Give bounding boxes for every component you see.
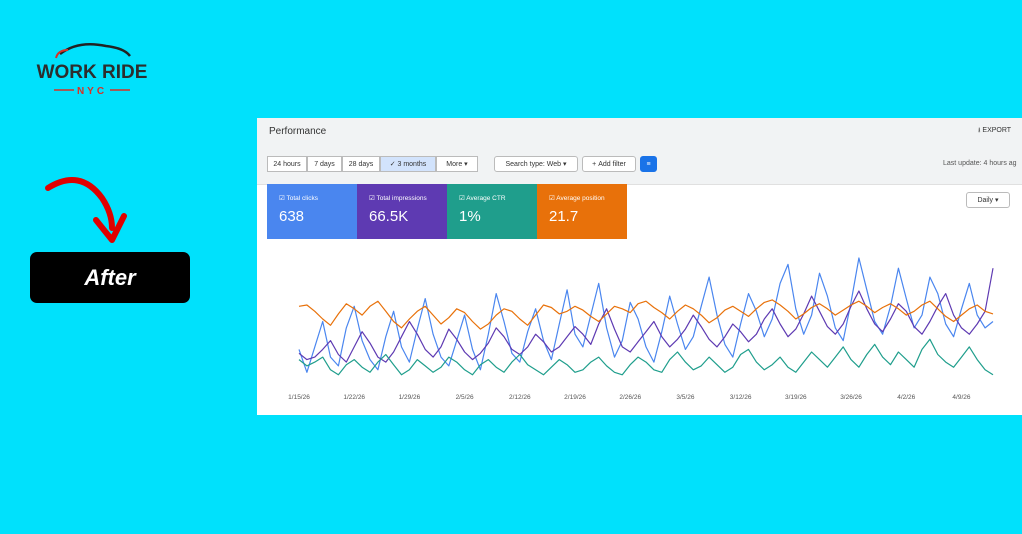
series-line bbox=[298, 299, 994, 330]
metric-card[interactable]: ☑ Total impressions 66.5K bbox=[357, 184, 447, 239]
x-tick-label: 4/9/26 bbox=[952, 394, 970, 401]
x-tick-label: 2/26/26 bbox=[619, 394, 641, 401]
arrow bbox=[45, 177, 127, 243]
granularity-button[interactable]: Daily ▾ bbox=[966, 192, 1010, 208]
x-tick-label: 3/26/26 bbox=[840, 394, 862, 401]
search-type-button[interactable]: Search type: Web ▾ bbox=[494, 156, 578, 172]
range-button[interactable]: 28 days bbox=[342, 156, 380, 172]
metric-card[interactable]: ☑ Average position 21.7 bbox=[537, 184, 627, 239]
logo-brand: WORK RIDE bbox=[37, 62, 148, 83]
panel bbox=[257, 118, 1022, 415]
search-type-label: Search type: Web bbox=[505, 160, 562, 168]
range-label: 3 months bbox=[397, 160, 427, 168]
arrow-head bbox=[93, 213, 127, 243]
panel-header bbox=[257, 118, 1022, 185]
logo-car bbox=[59, 43, 131, 57]
series-line bbox=[298, 338, 994, 376]
add-filter-label: Add filter bbox=[598, 160, 626, 168]
granularity-label: Daily bbox=[977, 196, 994, 204]
metric-card[interactable]: ☑ Total clicks 638 bbox=[267, 184, 357, 239]
panel-title: Performance bbox=[269, 126, 327, 137]
last-update: Last update: 4 hours ag bbox=[943, 160, 1017, 167]
metric-label: ☑ Total impressions bbox=[369, 195, 427, 202]
range-button[interactable]: More ▾ bbox=[436, 156, 478, 172]
x-tick-label: 1/29/26 bbox=[399, 394, 421, 401]
metric-value: 21.7 bbox=[549, 208, 579, 225]
range-label: More bbox=[446, 160, 463, 168]
series-line bbox=[298, 268, 994, 363]
metric-card[interactable]: ☑ Average CTR 1% bbox=[447, 184, 537, 239]
after-badge: After bbox=[30, 252, 190, 303]
logo: WORK RIDE NYC bbox=[37, 43, 148, 97]
x-tick-label: 2/5/26 bbox=[456, 394, 474, 401]
metric-value: 1% bbox=[459, 208, 481, 225]
metric-label: ☑ Total clicks bbox=[279, 195, 318, 202]
filter-icon-button[interactable]: ≡ bbox=[640, 156, 657, 172]
export-button[interactable]: ⭳ EXPORT bbox=[978, 127, 1012, 134]
metric-label: ☑ Average position bbox=[549, 195, 605, 202]
range-button[interactable]: 24 hours bbox=[267, 156, 307, 172]
export-label: EXPORT bbox=[982, 127, 1012, 134]
metric-label: ☑ Average CTR bbox=[459, 195, 506, 202]
range-button[interactable]: 7 days bbox=[307, 156, 342, 172]
metric-value: 638 bbox=[279, 208, 305, 225]
x-tick-label: 2/12/26 bbox=[509, 394, 531, 401]
add-filter-button[interactable]: + Add filter bbox=[582, 156, 636, 172]
range-button-selected[interactable]: ✓ 3 months bbox=[380, 156, 436, 172]
x-tick-label: 2/19/26 bbox=[564, 394, 586, 401]
x-tick-label: 1/22/26 bbox=[343, 394, 365, 401]
x-tick-label: 3/12/26 bbox=[730, 394, 752, 401]
arrow-shaft bbox=[45, 177, 115, 231]
series-line bbox=[298, 257, 994, 373]
metric-value: 66.5K bbox=[369, 208, 409, 225]
logo-city: NYC bbox=[77, 86, 107, 97]
logo-accent bbox=[55, 49, 69, 59]
x-tick-label: 4/2/26 bbox=[897, 394, 915, 401]
x-tick-label: 1/15/26 bbox=[288, 394, 310, 401]
x-tick-label: 3/5/26 bbox=[676, 394, 694, 401]
x-tick-label: 3/19/26 bbox=[785, 394, 807, 401]
